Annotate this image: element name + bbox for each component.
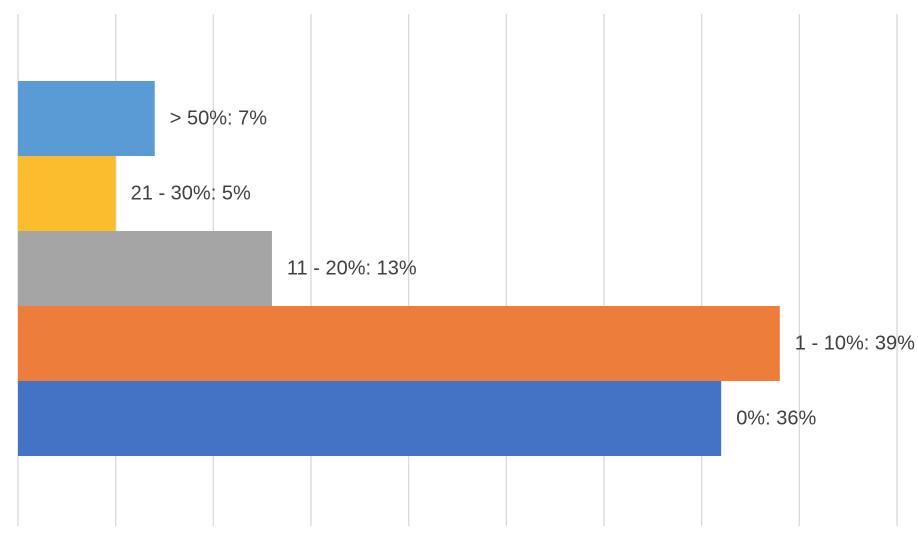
data-label-3: 1 - 10%: 39%	[795, 333, 915, 355]
data-label-4: 0%: 36%	[736, 408, 816, 430]
data-labels: > 50%: 7% 21 - 30%: 5% 11 - 20%: 13% 1 - 10…	[131, 108, 915, 430]
bar-4	[18, 381, 722, 456]
data-label-2: 11 - 20%: 13%	[287, 258, 417, 280]
bar-2	[18, 231, 272, 306]
data-label-0: > 50%: 7%	[170, 108, 268, 130]
bar-1	[18, 156, 116, 231]
bars	[18, 81, 780, 456]
bar-0	[18, 81, 155, 156]
data-label-1: 21 - 30%: 5%	[131, 183, 251, 205]
bar-3	[18, 306, 780, 381]
